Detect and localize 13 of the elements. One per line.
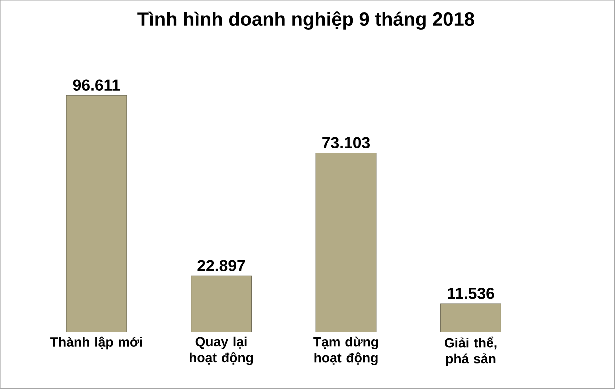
data-label: 96.611 [73, 80, 120, 91]
x-tick-label: Quay lại hoạt động [190, 336, 254, 366]
data-label: 11.536 [448, 288, 494, 300]
x-tick-label: Tạm dừng hoạt động [314, 336, 378, 366]
chart-title: Tình hình doanh nghiệp 9 tháng 2018 [138, 12, 474, 30]
data-label: 73.103 [322, 137, 370, 148]
x-tick-label: Giải thể, phá sản [445, 336, 497, 366]
bar [66, 95, 128, 332]
x-tick-label: Thành lập mới [50, 336, 142, 350]
bar [316, 152, 377, 332]
data-label: 22.897 [198, 260, 246, 272]
bar [191, 276, 252, 332]
bar [440, 304, 502, 332]
